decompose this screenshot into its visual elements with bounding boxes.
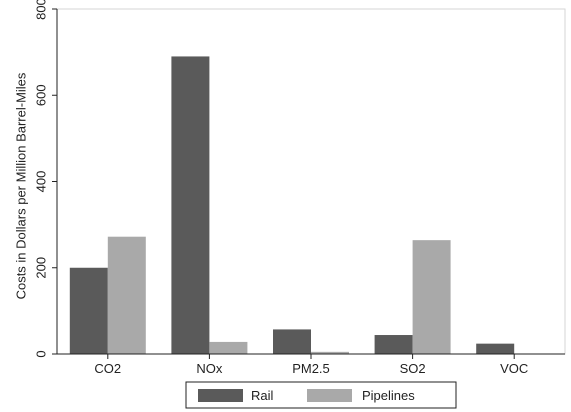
legend-swatch-rail xyxy=(198,389,243,402)
bar-rail-nox xyxy=(171,56,210,354)
legend-label-rail: Rail xyxy=(251,388,274,403)
y-tick-label: 800 xyxy=(33,0,48,20)
bar-rail-so2 xyxy=(374,335,413,354)
x-tick-label: NOx xyxy=(196,361,223,376)
y-tick-label: 600 xyxy=(33,84,48,106)
bar-pipelines-pm25 xyxy=(311,351,349,354)
legend-label-pipelines: Pipelines xyxy=(362,388,415,403)
bar-rail-voc xyxy=(476,343,515,354)
x-tick-labels: CO2 NOx PM2.5 SO2 VOC xyxy=(94,354,528,376)
y-tick-label: 200 xyxy=(33,257,48,279)
x-tick-label: VOC xyxy=(500,361,528,376)
bar-pipelines-so2 xyxy=(412,240,451,354)
y-axis-title: Costs in Dollars per Million Barrel-Mile… xyxy=(13,72,28,299)
y-tick-label: 0 xyxy=(33,350,48,357)
legend: Rail Pipelines xyxy=(185,381,457,409)
bar-rail-pm25 xyxy=(273,329,311,354)
bar-pipelines-nox xyxy=(209,341,248,354)
y-axis: 0 200 400 600 800 xyxy=(33,0,57,358)
legend-swatch-pipelines xyxy=(307,389,352,402)
x-tick-label: CO2 xyxy=(94,361,121,376)
x-tick-label: SO2 xyxy=(400,361,426,376)
x-tick-label: PM2.5 xyxy=(292,361,330,376)
y-tick-label: 400 xyxy=(33,171,48,193)
bar-rail-co2 xyxy=(69,267,108,354)
bars-group xyxy=(69,56,515,354)
bar-pipelines-co2 xyxy=(107,236,146,354)
